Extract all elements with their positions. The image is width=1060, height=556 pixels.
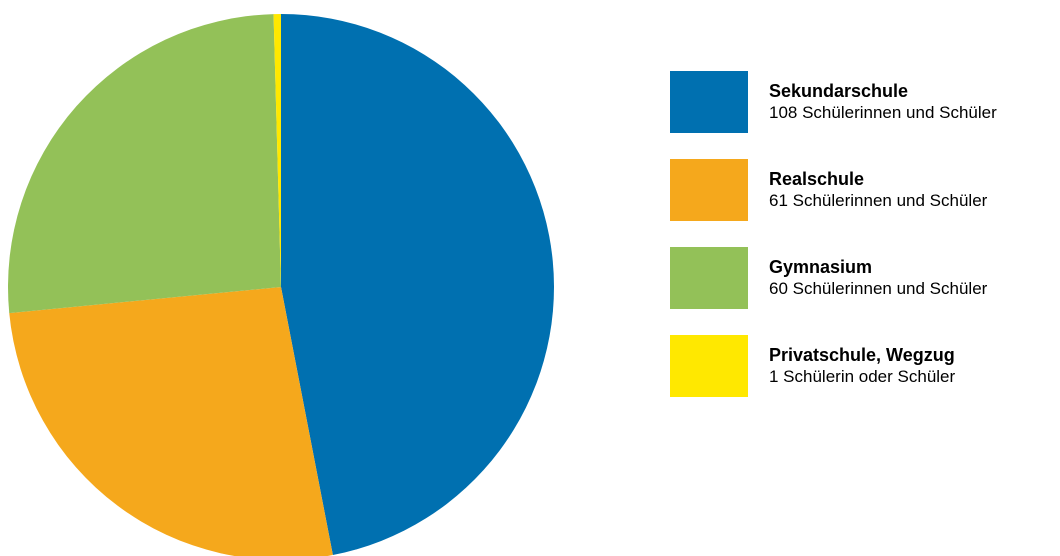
legend-label-realschule: Realschule bbox=[769, 169, 865, 189]
legend-item-gymnasium: Gymnasium 60 Schülerinnen und Schüler bbox=[670, 247, 1060, 309]
legend-label-privatschule: Privatschule, Wegzug bbox=[769, 345, 955, 365]
legend-count-realschule: 61 Schülerinnen und Schüler bbox=[769, 191, 988, 210]
legend-swatch-realschule bbox=[670, 159, 748, 221]
legend-label-gymnasium: Gymnasium bbox=[769, 257, 873, 277]
legend-label-sekundarschule: Sekundarschule bbox=[769, 81, 909, 101]
legend-count-privatschule: 1 Schülerin oder Schüler bbox=[769, 367, 956, 386]
legend-item-privatschule: Privatschule, Wegzug 1 Schülerin oder Sc… bbox=[670, 335, 1060, 397]
pie-chart bbox=[8, 13, 555, 556]
legend-swatch-privatschule bbox=[670, 335, 748, 397]
legend-swatch-gymnasium bbox=[670, 247, 748, 309]
pie-slice-sekundarschule bbox=[281, 13, 555, 556]
pie-slice-privatschule-wegzug bbox=[273, 14, 281, 287]
legend-count-sekundarschule: 108 Schülerinnen und Schüler bbox=[769, 103, 997, 122]
legend-item-realschule: Realschule 61 Schülerinnen und Schüler bbox=[670, 159, 1060, 221]
legend-item-sekundarschule: Sekundarschule 108 Schülerinnen und Schü… bbox=[670, 71, 1060, 133]
pie-slice-realschule bbox=[9, 287, 333, 556]
legend-count-gymnasium: 60 Schülerinnen und Schüler bbox=[769, 279, 988, 298]
pie-slice-gymnasium bbox=[8, 14, 282, 314]
legend: Sekundarschule 108 Schülerinnen und Schü… bbox=[670, 71, 1060, 423]
legend-swatch-sekundarschule bbox=[670, 71, 748, 133]
